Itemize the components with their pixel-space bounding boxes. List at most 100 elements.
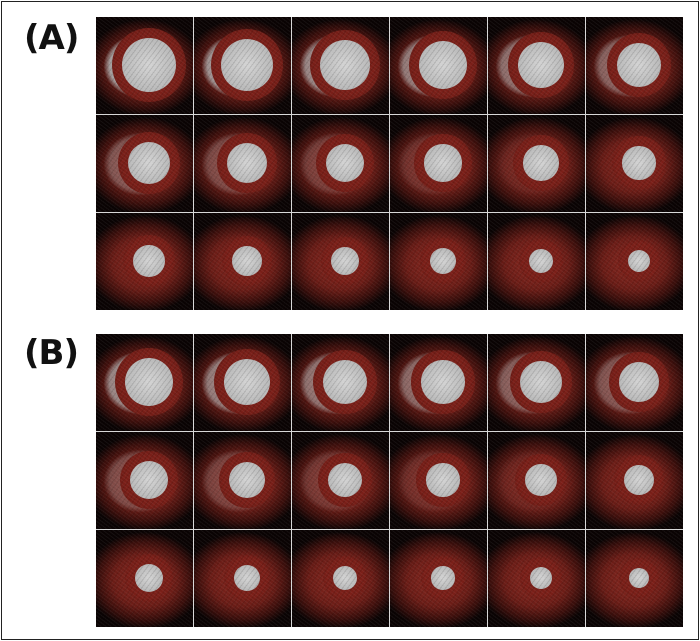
image-noise-texture [292, 432, 389, 529]
image-noise-texture [390, 334, 487, 431]
mri-slice-image [390, 115, 487, 212]
image-noise-texture [586, 432, 683, 529]
mri-slice-image [586, 213, 683, 310]
image-noise-texture [194, 432, 291, 529]
left-ventricle-pool [529, 249, 553, 273]
mri-slice-image [586, 17, 683, 114]
left-ventricle-pool [233, 564, 261, 592]
left-ventricle-pool [327, 462, 363, 498]
image-noise-texture [96, 334, 193, 431]
mri-slice-image [96, 115, 193, 212]
left-ventricle-pool [232, 246, 262, 276]
mri-slice-image [292, 432, 389, 529]
mri-slice-image [96, 17, 193, 114]
mri-slice-image [488, 530, 585, 627]
mri-slice-image [586, 432, 683, 529]
mri-slice-image [488, 115, 585, 212]
mri-slice-image [390, 334, 487, 431]
mri-slice-image [96, 334, 193, 431]
left-ventricle-pool [421, 360, 465, 404]
mri-slice-image [488, 17, 585, 114]
left-ventricle-pool [228, 461, 266, 499]
left-ventricle-pool [322, 359, 368, 405]
left-ventricle-pool [530, 567, 552, 589]
mri-slice-image [194, 115, 291, 212]
mri-slice-image [586, 334, 683, 431]
image-noise-texture [96, 530, 193, 627]
left-ventricle-pool [431, 566, 455, 590]
image-noise-texture [292, 17, 389, 114]
mri-slice-image [96, 530, 193, 627]
image-noise-texture [488, 334, 585, 431]
left-ventricle-pool [520, 361, 562, 403]
image-noise-texture [292, 213, 389, 310]
image-noise-texture [586, 17, 683, 114]
left-ventricle-pool [319, 39, 371, 91]
left-ventricle-pool [418, 40, 468, 90]
image-noise-texture [390, 530, 487, 627]
image-noise-texture [96, 17, 193, 114]
image-noise-texture [194, 334, 291, 431]
mri-slice-image [292, 17, 389, 114]
mri-slice-image [194, 334, 291, 431]
mri-slice-image [488, 213, 585, 310]
image-noise-texture [390, 213, 487, 310]
mri-slice-image [488, 334, 585, 431]
image-noise-texture [194, 115, 291, 212]
mri-slice-image [194, 432, 291, 529]
mri-slice-image [586, 115, 683, 212]
left-ventricle-pool [129, 460, 169, 500]
image-noise-texture [586, 334, 683, 431]
left-ventricle-pool [127, 141, 171, 185]
mri-slice-image [194, 17, 291, 114]
image-noise-texture [586, 115, 683, 212]
left-ventricle-pool [223, 358, 271, 406]
left-ventricle-pool [325, 143, 365, 183]
panel-a-image-grid [96, 17, 683, 310]
panel-b-image-grid [96, 334, 683, 627]
left-ventricle-pool [629, 568, 649, 588]
left-ventricle-pool [220, 38, 274, 92]
left-ventricle-pool [517, 41, 565, 89]
image-noise-texture [292, 334, 389, 431]
image-noise-texture [586, 530, 683, 627]
image-noise-texture [586, 213, 683, 310]
left-ventricle-pool [430, 248, 456, 274]
left-ventricle-pool [133, 245, 165, 277]
image-noise-texture [194, 213, 291, 310]
mri-slice-image [292, 334, 389, 431]
left-ventricle-pool [616, 42, 662, 88]
mri-slice-image [390, 213, 487, 310]
image-noise-texture [488, 530, 585, 627]
image-noise-texture [292, 115, 389, 212]
left-ventricle-pool [331, 247, 359, 275]
mri-slice-image [586, 530, 683, 627]
left-ventricle-pool [424, 144, 462, 182]
left-ventricle-pool [525, 464, 557, 496]
mri-slice-image [194, 213, 291, 310]
image-noise-texture [390, 17, 487, 114]
image-noise-texture [292, 530, 389, 627]
mri-slice-image [390, 432, 487, 529]
left-ventricle-pool [624, 465, 654, 495]
left-ventricle-pool [426, 463, 460, 497]
image-noise-texture [390, 115, 487, 212]
image-noise-texture [488, 213, 585, 310]
image-noise-texture [488, 17, 585, 114]
image-noise-texture [194, 17, 291, 114]
mri-slice-image [488, 432, 585, 529]
left-ventricle-pool [332, 565, 358, 591]
image-noise-texture [96, 432, 193, 529]
mri-slice-image [390, 17, 487, 114]
image-noise-texture [488, 432, 585, 529]
mri-slice-image [194, 530, 291, 627]
image-noise-texture [194, 530, 291, 627]
left-ventricle-pool [619, 362, 659, 402]
mri-slice-image [390, 530, 487, 627]
left-ventricle-pool [628, 250, 650, 272]
mri-slice-image [96, 432, 193, 529]
image-noise-texture [96, 213, 193, 310]
image-noise-texture [488, 115, 585, 212]
left-ventricle-pool [523, 145, 559, 181]
